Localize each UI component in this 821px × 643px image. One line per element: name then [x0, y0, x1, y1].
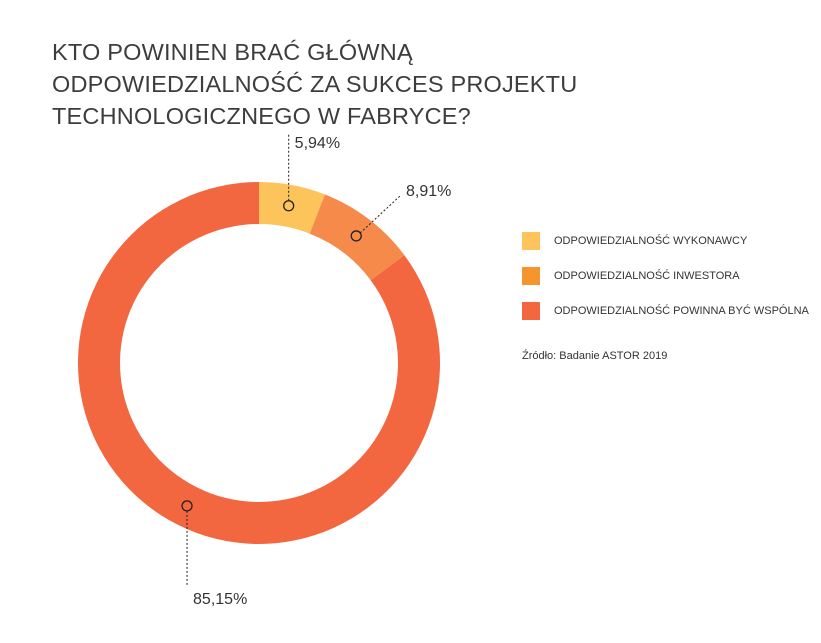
slice-marker-wykonawcy: [283, 200, 295, 212]
data-label-wykonawcy: 5,94%: [295, 135, 340, 152]
legend-label-wykonawcy: ODPOWIEDZIALNOŚĆ WYKONAWCY: [554, 235, 748, 247]
legend: ODPOWIEDZIALNOŚĆ WYKONAWCY ODPOWIEDZIALN…: [522, 232, 812, 337]
legend-item-inwestora: ODPOWIEDZIALNOŚĆ INWESTORA: [522, 267, 812, 285]
slice-marker-wspolna: [181, 500, 193, 512]
donut-slice-wykonawcy: [259, 182, 325, 234]
legend-label-inwestora: ODPOWIEDZIALNOŚĆ INWESTORA: [554, 270, 740, 282]
legend-swatch-wspolna: [522, 302, 540, 320]
data-label-wspolna: 85,15%: [193, 591, 247, 608]
legend-swatch-inwestora: [522, 267, 540, 285]
legend-item-wspolna: ODPOWIEDZIALNOŚĆ POWINNA BYĆ WSPÓLNA: [522, 302, 812, 320]
legend-item-wykonawcy: ODPOWIEDZIALNOŚĆ WYKONAWCY: [522, 232, 812, 250]
donut-slice-inwestora: [309, 194, 405, 281]
chart-title-line-1: KTO POWINIEN BRAĆ GŁÓWNĄ: [52, 39, 413, 65]
leader-line-inwestora: [359, 195, 401, 234]
data-label-inwestora: 8,91%: [406, 183, 451, 200]
chart-title-line-3: TECHNOLOGICZNEGO W FABRYCE?: [52, 103, 471, 129]
legend-swatch-wykonawcy: [522, 232, 540, 250]
slice-marker-inwestora: [350, 230, 362, 242]
chart-title: KTO POWINIEN BRAĆ GŁÓWNĄ ODPOWIEDZIALNOŚ…: [52, 36, 578, 132]
chart-title-line-2: ODPOWIEDZIALNOŚĆ ZA SUKCES PROJEKTU: [52, 71, 578, 97]
legend-label-wspolna: ODPOWIEDZIALNOŚĆ POWINNA BYĆ WSPÓLNA: [554, 305, 809, 317]
source-note: Źródło: Badanie ASTOR 2019: [522, 350, 668, 362]
